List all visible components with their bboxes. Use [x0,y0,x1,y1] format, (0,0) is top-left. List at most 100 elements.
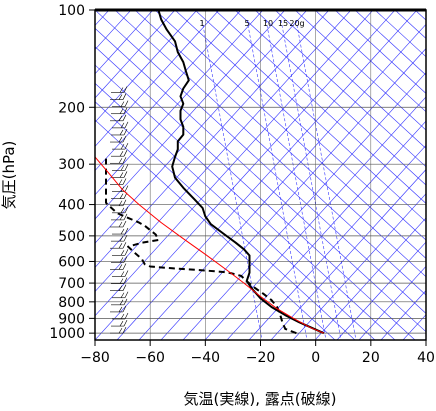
wind-barb-flag [120,271,125,277]
dry-adiabat-line [114,10,426,296]
wind-barb-flag [124,142,129,150]
wind-barb-flag [124,291,129,298]
wind-barb-flag [123,150,128,157]
skewed-isotherm [270,169,426,340]
skewed-isotherm [95,10,176,99]
wind-barb-flag [124,270,129,277]
wind-barb-flag [122,242,127,249]
wind-barb-flag [119,87,124,93]
parcel-line [95,156,325,334]
skewed-isotherm [95,10,308,244]
dry-adiabat-line [294,10,426,131]
x-tick-label: 20 [362,350,380,366]
wind-barb-flag [123,235,128,242]
wind-barb-flag [118,327,123,334]
dry-adiabat-line [95,82,376,340]
y-axis-title: 気圧(hPa) [0,141,18,210]
y-tick-label: 600 [58,254,85,270]
wind-barb-flag [119,172,124,178]
mixing-ratio-label: 10 [263,19,273,28]
wind-barb-flag [120,292,125,298]
wind-barb-flag [124,121,129,129]
wind-barb-flag [122,305,127,313]
x-axis: −80 −60 −40 −20 0 20 40 [80,340,435,366]
dry-adiabat-line [254,10,426,168]
wind-barb-flag [123,319,128,327]
skewed-isotherm [116,10,418,340]
y-tick-label: 300 [58,157,85,173]
dry-adiabat-line [334,10,426,94]
wind-barb-flag [118,200,123,206]
mixing-ratio-line [246,19,308,340]
wind-barb-flag [123,256,128,263]
mixing-ratio-label: 1 [199,19,204,28]
wind-barb-flag [123,298,128,305]
wind-barb-flag [124,312,129,320]
dry-adiabat-line [274,10,426,149]
wind-barb-flag [122,93,127,100]
wind-barb-flag [122,114,127,121]
skewed-isotherm [182,72,426,340]
dry-adiabat-line [95,64,396,340]
wind-barb-flag [118,136,123,143]
dry-adiabat-line [314,10,426,113]
dry-adiabat-line [214,10,426,204]
wind-barb-flag [122,199,127,206]
skewed-isotherm [95,10,220,147]
wind-barb-flag [124,185,129,192]
x-tick-label: −80 [80,350,110,366]
x-axis-title: 気温(実線), 露点(破線) [184,390,337,408]
dry-adiabat-line [354,10,426,76]
x-tick-label: −60 [135,350,165,366]
wind-barb-flag [123,277,128,284]
wind-barb-flag [119,108,124,114]
wind-barb-flag [119,299,124,305]
x-tick-label: 0 [311,350,320,366]
dry-adiabat-line [95,10,426,314]
wind-barb-flag [119,235,124,242]
dry-adiabat-line [174,10,426,241]
mixing-ratio-label: 5 [244,19,249,28]
wind-barb-flag [124,206,129,213]
dry-adiabat-line [154,10,426,259]
skewed-isotherm [95,10,198,123]
wind-barb-flag [120,313,125,320]
grid-lines [95,10,426,340]
wind-barb-flag [118,179,123,185]
wind-barb-flag [123,86,128,93]
skewed-isotherm [292,193,426,340]
wind-barb-flag [120,143,125,150]
y-tick-label: 400 [58,198,85,214]
wind-barb-flag [124,100,129,107]
skewed-isotherm [314,217,426,340]
skewed-isotherm [95,10,154,75]
wind-barb-flag [119,129,124,136]
skewed-isotherm [248,144,426,340]
series-lines [95,10,325,335]
skewed-isotherm [336,241,426,340]
skewed-isotherm [402,314,426,340]
wind-barb-flag [122,157,127,164]
wind-barb-flag [120,207,125,213]
wind-barb-flag [119,278,124,284]
dewpoint-line [105,157,297,335]
wind-barb-flag [123,171,128,178]
wind-barb-flag [120,122,125,129]
mixing-ratio-line [295,19,357,340]
wind-barb-flag [122,135,127,143]
x-tick-label: 40 [417,350,435,366]
wind-barbs [110,86,129,334]
wind-barb-flag [119,257,124,263]
skewed-isotherm [226,120,426,340]
wind-barb-flag [118,158,123,164]
mixing-ratio-line [201,19,263,340]
y-tick-label: 900 [58,311,85,327]
wind-barb-flag [118,264,123,270]
dry-adiabat-line [95,27,426,333]
wind-barb-flag [123,213,128,221]
wind-barb-flag [120,101,125,107]
skewed-isotherm [95,10,264,196]
wind-barb-flag [118,243,123,249]
